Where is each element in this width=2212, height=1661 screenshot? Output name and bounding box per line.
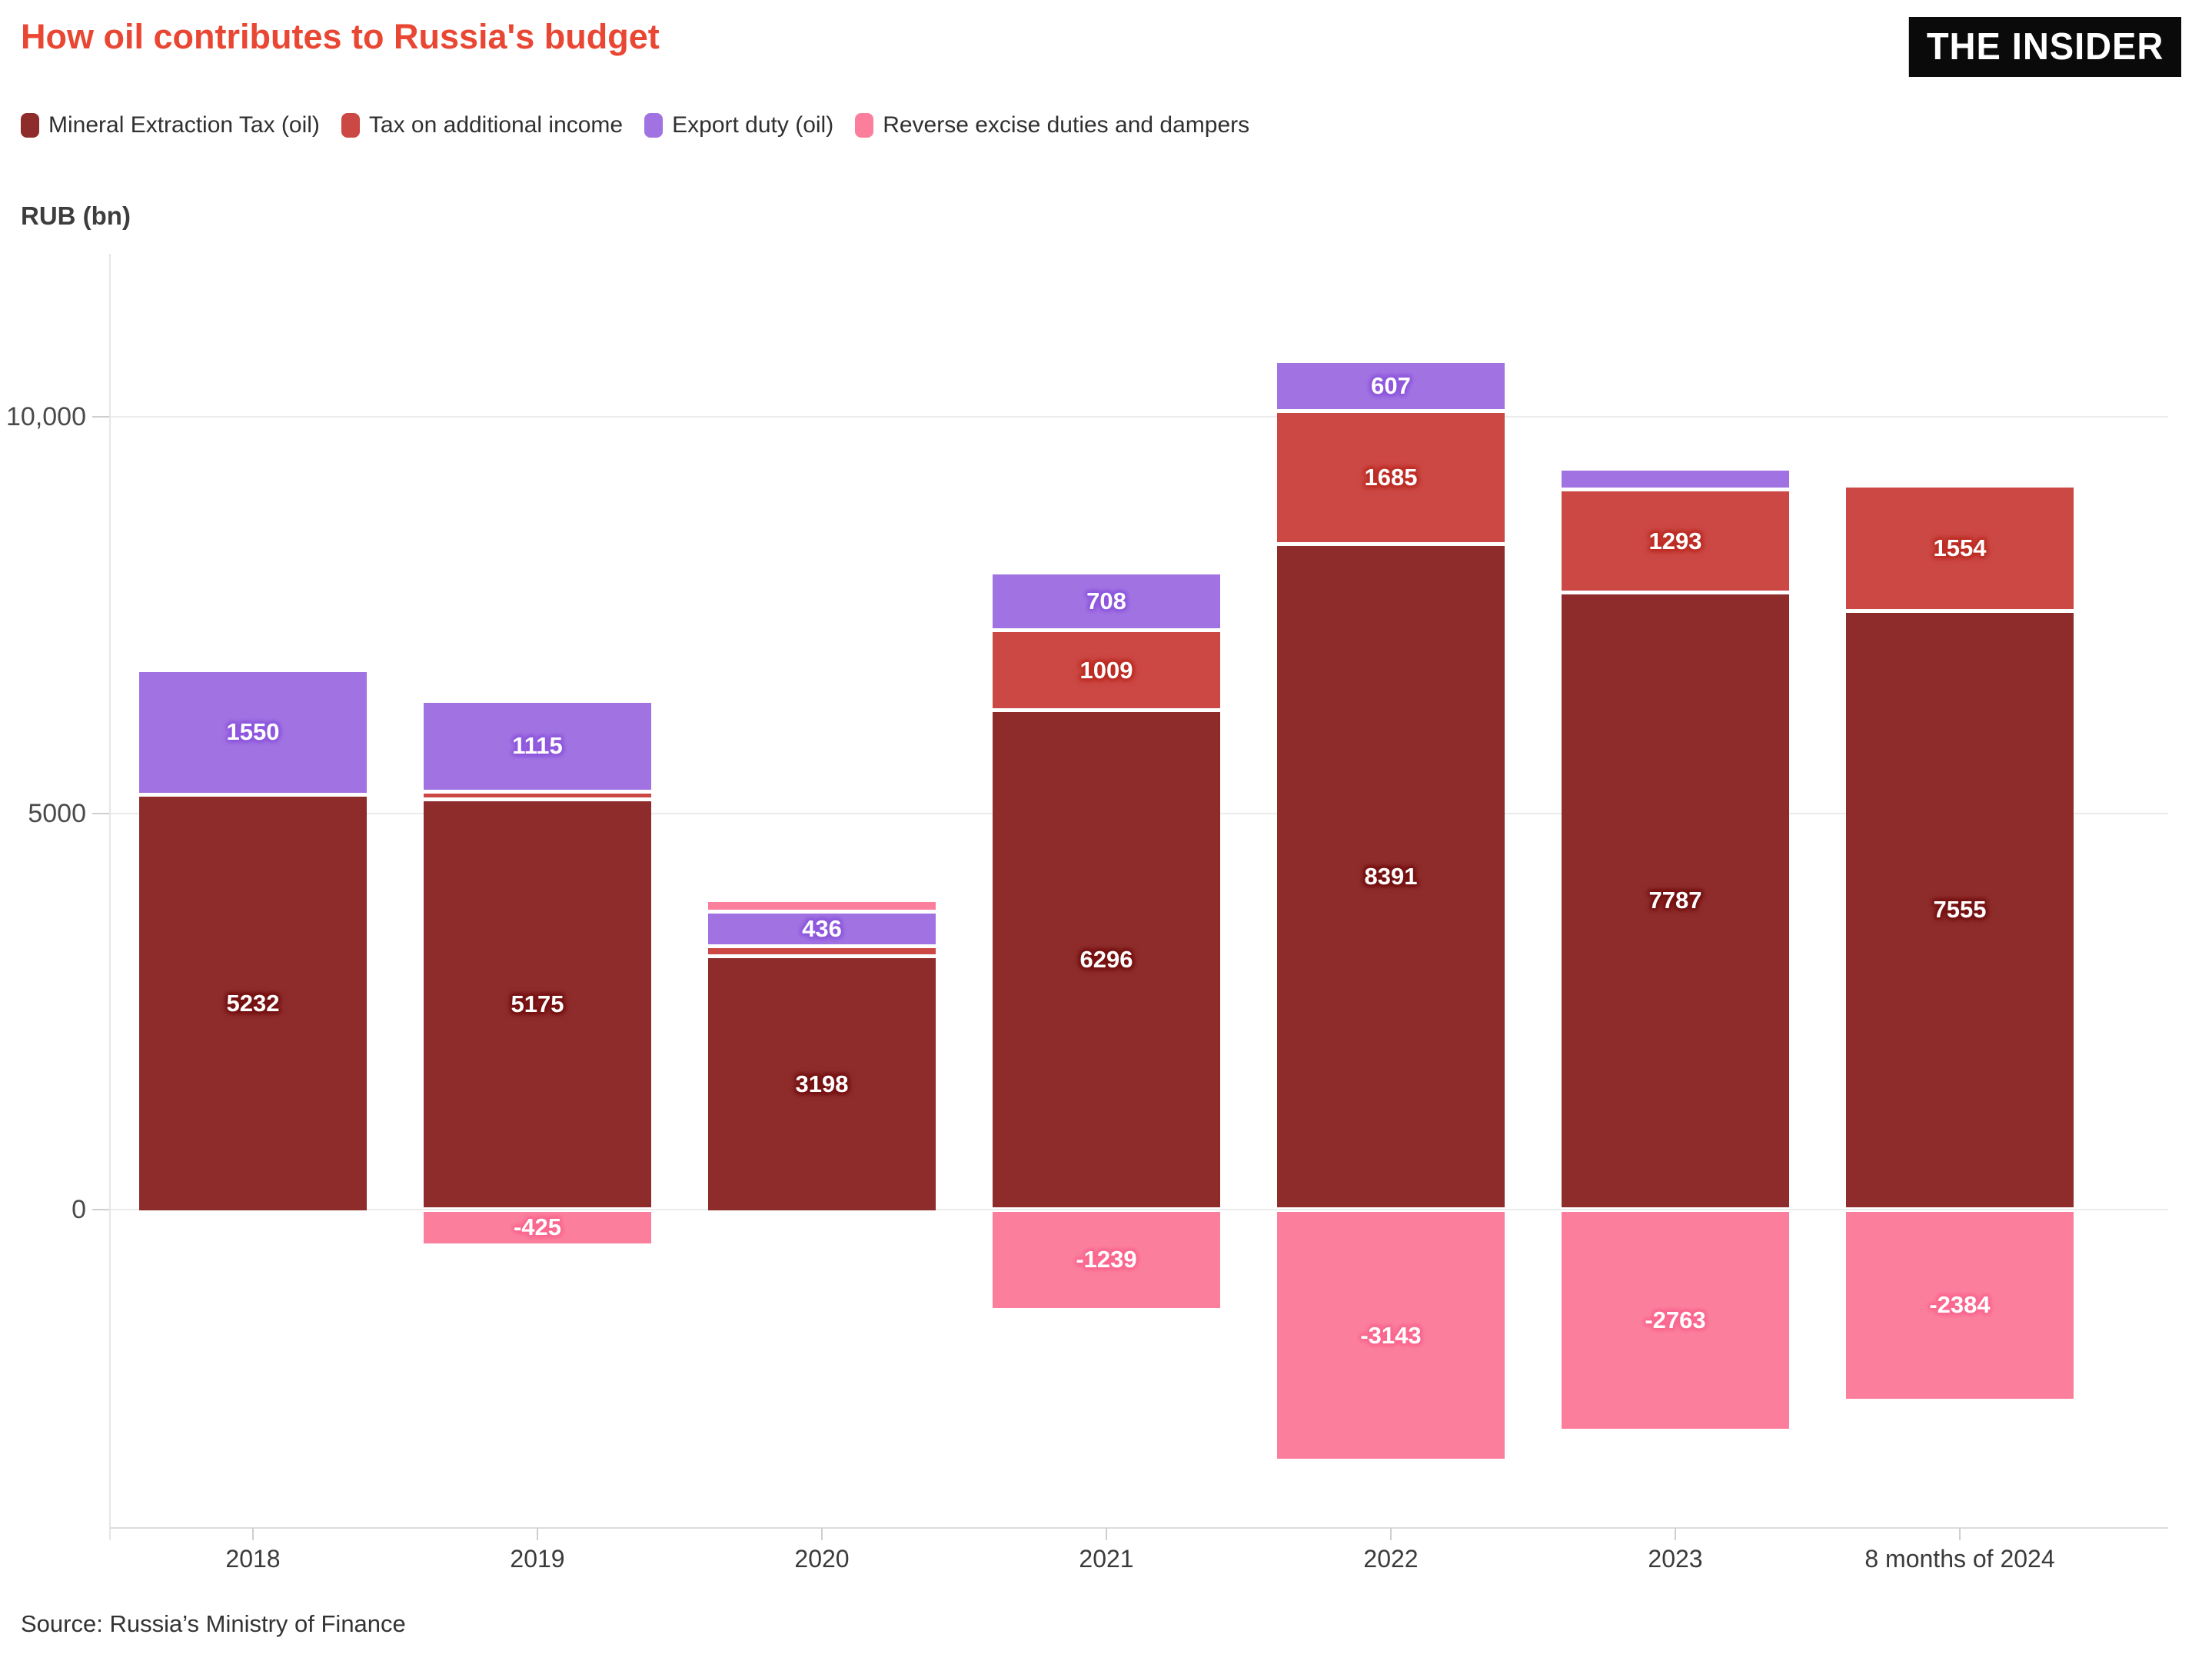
bar-value-label: -1239 [1076,1246,1137,1273]
bar-value-label: 708 [1086,588,1126,615]
bar-segment [1277,412,1505,543]
bar-segment [1562,491,1789,591]
bar-value-label: 8391 [1364,863,1418,890]
bar-value-label: -2384 [1929,1291,1991,1319]
y-tick-label: 5000 [28,798,86,828]
legend-item-3: Export duty (oil) [644,112,833,138]
bar-segment [1277,546,1505,1207]
bar-value-label: 1550 [226,718,280,746]
bar-segment [1562,471,1789,488]
bar-segment [1846,487,2074,609]
x-axis-label: 2023 [1648,1545,1703,1573]
bar-value-label: 1554 [1933,534,1987,561]
legend-label: Mineral Extraction Tax (oil) [48,112,320,138]
bar-value-label: 607 [1371,371,1411,399]
bar-segment [708,947,936,954]
bar-value-label: 6296 [1079,946,1133,974]
bar-value-label: 7787 [1648,887,1702,914]
x-axis-tick [1106,1528,1107,1540]
bar-segment [708,913,936,944]
legend-item-1: Mineral Extraction Tax (oil) [21,112,320,138]
x-axis-tick [821,1528,823,1540]
y-axis-tick [92,416,110,418]
x-axis-tick [1675,1528,1676,1540]
bar-segment [1846,612,2074,1207]
legend-label: Reverse excise duties and dampers [883,112,1250,138]
bar-segment [424,1212,651,1243]
bar-value-label: 1115 [512,732,563,760]
bar-value-label: 3198 [795,1070,849,1097]
y-tick-label: 0 [72,1195,86,1224]
legend-item-2: Tax on additional income [341,112,623,138]
y-axis-unit-label: RUB (bn) [21,201,131,230]
bar-value-label: -425 [513,1213,562,1241]
source-note: Source: Russia’s Ministry of Finance [21,1610,406,1637]
bar-segment [1562,594,1789,1207]
x-axis-label: 8 months of 2024 [1864,1545,2055,1573]
legend-swatch-icon [21,113,39,138]
legend-swatch-icon [341,113,360,138]
bar-value-label: 5232 [226,990,280,1017]
bar-segment [1277,1212,1505,1460]
gridline-10,000 [110,416,2168,418]
x-axis-tick [537,1528,538,1540]
bar-segment [1277,362,1505,409]
bar-value-label: 1293 [1648,527,1702,554]
the-insider-logo: THE INSIDER [1908,17,2181,77]
bar-segment [1562,1212,1789,1429]
bar-value-label: -3143 [1360,1321,1422,1349]
legend: Mineral Extraction Tax (oil) Tax on addit… [21,112,1249,138]
legend-label: Export duty (oil) [672,112,834,138]
bar-value-label: 5175 [511,990,564,1017]
legend-item-4: Reverse excise duties and dampers [855,112,1249,138]
bar-value-label: 1009 [1079,656,1133,684]
bar-value-label: 436 [802,914,842,942]
bar-segment [1846,1212,2074,1399]
x-axis-tick [1959,1528,1961,1540]
gridline-0 [110,1209,2168,1210]
bar-segment [139,671,367,794]
y-tick-label: 10,000 [6,402,86,431]
x-axis-label: 2022 [1363,1545,1419,1573]
x-axis-tick [252,1528,254,1540]
bar-segment [139,797,367,1210]
bar-segment [993,632,1220,709]
the-insider-logo-text: THE INSIDER [1926,26,2164,68]
chart-title: How oil contributes to Russia's budget [21,17,660,56]
bar-segment [424,793,651,797]
x-axis-tick [1390,1528,1392,1540]
bar-value-label: -2763 [1645,1306,1706,1333]
bar-segment [424,801,651,1207]
bar-segment [708,901,936,910]
bar-segment [993,712,1220,1207]
x-axis-label: 2018 [225,1545,281,1573]
bar-value-label: 7555 [1933,896,1987,924]
bar-value-label: 1685 [1364,464,1418,491]
legend-swatch-icon [855,113,874,138]
y-axis-tick [92,812,110,814]
y-axis-line [109,254,111,1540]
legend-swatch-icon [644,113,664,138]
bar-segment [993,574,1220,629]
bar-segment [424,703,651,790]
x-axis-label: 2020 [794,1545,850,1573]
bar-segment [993,1212,1220,1308]
x-axis-label: 2021 [1079,1545,1134,1573]
bar-segment [708,957,936,1210]
legend-label: Tax on additional income [368,112,624,138]
y-axis-tick [92,1209,110,1210]
x-axis-line [110,1527,2168,1529]
x-axis-label: 2019 [510,1545,565,1573]
